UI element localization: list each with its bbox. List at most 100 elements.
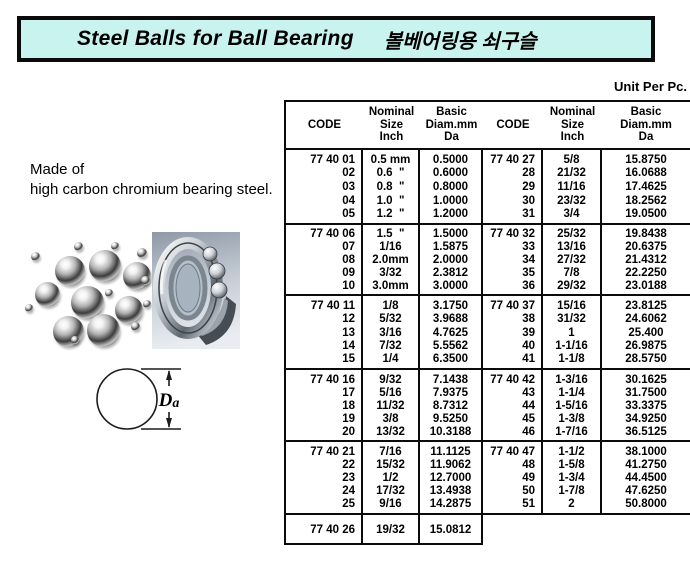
table-line: 12.7000 [420, 471, 481, 484]
table-line: 1-5/16 [543, 399, 600, 412]
code-value: 07 [342, 241, 355, 254]
basic-diam-value: 24.6062 [625, 313, 667, 326]
table-row-group: 77 40 06 07 08 09 10 1.5 " 1/16 2.0mm 3/32 3.0mm 1… [286, 225, 690, 296]
code-cell: 77 40 16 17 18 19 20 [286, 370, 363, 440]
nominal-size-value: 1-1/4 [558, 386, 585, 399]
header-code-right: CODE [496, 118, 530, 131]
table-line: 0.5 mm [363, 153, 418, 167]
table-line: 1-7/8 [543, 485, 600, 498]
table-line: 1-3/4 [543, 471, 600, 484]
steel-ball [137, 248, 147, 258]
table-line: 10 [286, 279, 361, 292]
table-line: 50.8000 [602, 498, 690, 511]
basic-diam-cell: 11.1125 11.9062 12.7000 13.4938 14.2875 [420, 442, 483, 513]
nominal-size-value: 7/16 [379, 445, 402, 458]
nominal-size-value: 1.2 " [376, 208, 405, 221]
table-line: 46 [483, 425, 541, 438]
basic-diam-value: 47.6250 [625, 485, 667, 498]
code-value: 35 [522, 266, 535, 279]
table-line: 13/16 [543, 241, 600, 254]
code-value: 33 [522, 241, 535, 254]
table-line: 5/16 [363, 386, 418, 399]
table-line: 7.1438 [420, 373, 481, 386]
table-line: 1.2 " [363, 207, 418, 221]
code-value: 08 [342, 253, 355, 266]
basic-diam-value: 15.8750 [625, 153, 667, 166]
table-line: 39 [483, 326, 541, 339]
nominal-size-value: 1-1/2 [558, 445, 585, 458]
nominal-size-value: 15/16 [557, 299, 586, 312]
nominal-size-value: 21/32 [557, 167, 586, 180]
basic-diam-value: 28.5750 [625, 353, 667, 366]
code-value: 17 [342, 386, 355, 399]
code-cell: 77 40 27 28 29 30 31 [483, 150, 543, 223]
table-row-group: 77 40 01 02 03 04 05 0.5 mm 0.6 " 0.8 " 1.0 " 1.2… [286, 150, 690, 225]
nominal-size-value: 5/8 [563, 153, 580, 166]
table-line: 3.9688 [420, 312, 481, 325]
nominal-size-value: 19/32 [376, 523, 405, 536]
basic-diam-value: 10.3188 [429, 425, 472, 438]
basic-diam-cell: 19.8438 20.6375 21.4312 22.2250 23.0188 [602, 225, 690, 294]
table-header-row: CODE Nominal Size Inch Basic Diam.mm Da CODE… [286, 102, 690, 150]
header-basic-diam-right: Basic Diam.mm Da [620, 106, 672, 144]
basic-diam-value: 7.1438 [432, 373, 469, 386]
material-description-line1: Made of [30, 161, 85, 178]
table-line: 3.0000 [420, 279, 481, 292]
code-value: 15 [342, 353, 355, 366]
basic-diam-value: 4.7625 [432, 326, 469, 339]
table-line: 1-1/8 [543, 353, 600, 366]
table-line: 3.1750 [420, 299, 481, 312]
table-line: 31.7500 [602, 386, 690, 399]
nominal-size-value: 1-1/8 [558, 353, 585, 366]
basic-diam-value: 3.9688 [432, 313, 469, 326]
code-value: 51 [522, 498, 535, 511]
table-line: 13 [286, 326, 361, 339]
table-line: 05 [286, 207, 361, 221]
table-line: 41.2750 [602, 458, 690, 471]
table-line: 2.0mm [363, 254, 418, 267]
basic-diam-value: 15.0812 [429, 523, 472, 536]
table-line: 2.0000 [420, 254, 481, 267]
nominal-size-value: 13/32 [376, 425, 405, 438]
table-line: 36 [483, 279, 541, 292]
table-line: 77 40 06 [286, 228, 361, 241]
nominal-size-cell: 1/8 5/32 3/16 7/32 1/4 [363, 296, 420, 368]
table-line: 1/4 [363, 353, 418, 366]
unit-per-pc-label: Unit Per Pc. [614, 79, 687, 94]
table-line: 17.4625 [602, 180, 690, 194]
ball-bearing-illustration [152, 232, 240, 349]
table-line: 49 [483, 471, 541, 484]
nominal-size-value: 1/16 [379, 241, 402, 254]
basic-diam-value: 13.4938 [429, 485, 472, 498]
nominal-size-value: 5/16 [379, 386, 402, 399]
table-line: 11.1125 [420, 445, 481, 458]
basic-diam-value: 1.5875 [432, 241, 469, 254]
basic-diam-value: 20.6375 [625, 241, 667, 254]
table-line: 0.6000 [420, 167, 481, 181]
table-line: 31 [483, 207, 541, 221]
steel-ball [143, 300, 151, 308]
table-line: 1-3/8 [543, 412, 600, 425]
ball-specification-table: CODE Nominal Size Inch Basic Diam.mm Da CODE… [284, 100, 690, 545]
table-line: 19/32 [363, 518, 418, 541]
header-nominal-size-right: Nominal Size Inch [549, 106, 596, 144]
steel-ball [74, 242, 83, 251]
table-line: 02 [286, 167, 361, 181]
table-line: 1-5/8 [543, 458, 600, 471]
nominal-size-value: 1 [568, 326, 575, 339]
table-line: 35 [483, 266, 541, 279]
code-value: 36 [522, 279, 535, 292]
table-line: 11.9062 [420, 458, 481, 471]
table-line: 29 [483, 180, 541, 194]
table-line: 77 40 21 [286, 445, 361, 458]
steel-ball [141, 276, 150, 285]
nominal-size-cell: 7/16 15/32 1/2 17/32 9/16 [363, 442, 420, 513]
table-line: 30 [483, 194, 541, 208]
table-line: 38.1000 [602, 445, 690, 458]
ball-diameter-diagram: Da [85, 355, 195, 450]
basic-diam-value: 33.3375 [625, 399, 667, 412]
nominal-size-value: 2.0mm [372, 253, 409, 266]
table-line: 27/32 [543, 254, 600, 267]
basic-diam-cell: 3.1750 3.9688 4.7625 5.5562 6.3500 [420, 296, 483, 368]
table-line: 14 [286, 339, 361, 352]
